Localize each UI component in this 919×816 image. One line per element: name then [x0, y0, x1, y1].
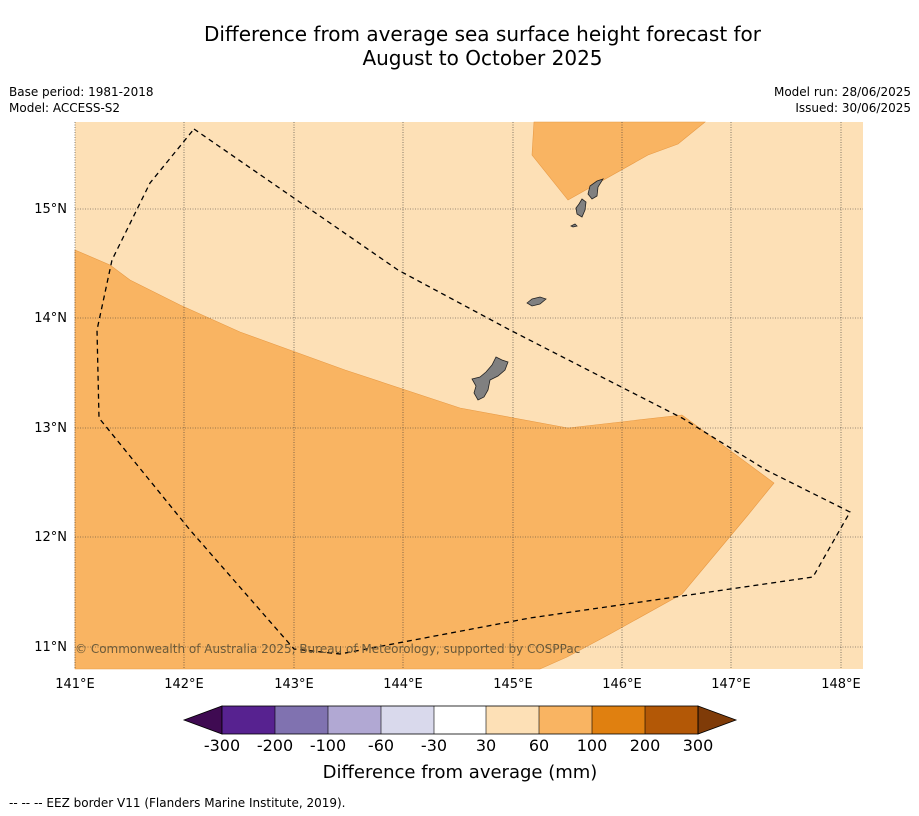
island-tinian	[575, 198, 587, 218]
colorbar-outline	[221, 705, 699, 735]
lon-tick-141: 141°E	[55, 677, 95, 692]
base-period: Base period: 1981-2018	[9, 85, 154, 99]
sea-mid-band-north	[531, 121, 706, 201]
title-line-2: August to October 2025	[362, 46, 603, 70]
chart-title: Difference from average sea surface heig…	[0, 22, 919, 70]
issued-date: Issued: 30/06/2025	[795, 101, 911, 115]
cb-tick-minus300: -300	[204, 736, 240, 755]
eez-border	[96, 128, 851, 655]
lat-tick-labels: 15°N 14°N 13°N 12°N 11°N	[34, 202, 67, 655]
island-rota	[526, 296, 547, 307]
lon-tick-labels: 141°E 142°E 143°E 144°E 145°E 146°E 147°…	[55, 677, 861, 692]
colorbar-title: Difference from average (mm)	[323, 762, 598, 783]
cb-tick-100: 100	[577, 736, 608, 755]
cb-tick-minus200: -200	[257, 736, 293, 755]
cb-tick-minus100: -100	[310, 736, 346, 755]
lon-tick-147: 147°E	[711, 677, 751, 692]
colorbar-bin-7	[539, 706, 592, 734]
gridlines	[74, 122, 863, 669]
cb-tick-300: 300	[683, 736, 714, 755]
lat-tick-13: 13°N	[34, 421, 67, 436]
colorbar-bin-9	[645, 706, 698, 734]
island-saipan	[587, 178, 604, 200]
colorbar-extend-high	[697, 705, 738, 735]
lat-tick-14: 14°N	[34, 311, 67, 326]
colorbar-bin-5	[434, 706, 486, 734]
island-aguijan	[570, 223, 578, 228]
lon-tick-144: 144°E	[383, 677, 423, 692]
colorbar-bin-2	[275, 706, 328, 734]
colorbar-dividers	[274, 706, 646, 734]
sea-mid-band-south	[74, 249, 775, 670]
lon-tick-143: 143°E	[274, 677, 314, 692]
lon-tick-145: 145°E	[493, 677, 533, 692]
colorbar-bin-4	[381, 706, 434, 734]
title-line-1: Difference from average sea surface heig…	[203, 22, 762, 46]
colorbar-bin-8	[592, 706, 645, 734]
lon-tick-142: 142°E	[164, 677, 204, 692]
cb-tick-30: 30	[476, 736, 496, 755]
lat-tick-11: 11°N	[34, 640, 67, 655]
lat-tick-12: 12°N	[34, 530, 67, 545]
lon-tick-146: 146°E	[602, 677, 642, 692]
meta-left: Base period: 1981-2018 Model: ACCESS-S2	[9, 84, 154, 116]
islands	[471, 178, 604, 401]
colorbar-bin-1	[222, 706, 275, 734]
copyright-credit: © Commonwealth of Australia 2025, Bureau…	[75, 642, 580, 656]
colorbar-tick-labels: -300 -200 -100 -60 -30 30 60 100 200 300	[204, 736, 713, 755]
island-guam	[471, 356, 509, 401]
meta-right: Model run: 28/06/2025 Issued: 30/06/2025	[774, 84, 911, 116]
cb-tick-60: 60	[529, 736, 549, 755]
cb-tick-minus30: -30	[421, 736, 447, 755]
lat-tick-15: 15°N	[34, 202, 67, 217]
colorbar-bin-6	[486, 706, 539, 734]
colorbar-extend-low	[182, 705, 223, 735]
lon-tick-148: 148°E	[821, 677, 861, 692]
colorbar: -300 -200 -100 -60 -30 30 60 100 200 300…	[182, 705, 738, 783]
colorbar-bin-3	[328, 706, 381, 734]
model-name: Model: ACCESS-S2	[9, 101, 121, 115]
model-run: Model run: 28/06/2025	[773, 85, 911, 99]
cb-tick-minus60: -60	[368, 736, 394, 755]
eez-legend: -- -- -- EEZ border V11 (Flanders Marine…	[9, 796, 346, 810]
cb-tick-200: 200	[630, 736, 661, 755]
